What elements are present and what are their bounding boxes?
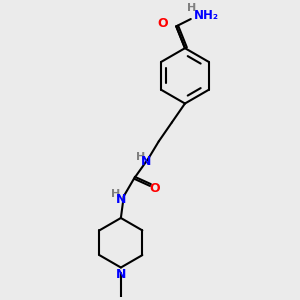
Text: N: N xyxy=(141,155,152,168)
Text: NH₂: NH₂ xyxy=(194,9,219,22)
Text: O: O xyxy=(158,17,168,30)
Text: N: N xyxy=(116,193,127,206)
Text: H: H xyxy=(111,189,120,200)
Text: H: H xyxy=(187,3,196,13)
Text: N: N xyxy=(116,268,126,281)
Text: H: H xyxy=(136,152,145,161)
Text: O: O xyxy=(149,182,160,195)
